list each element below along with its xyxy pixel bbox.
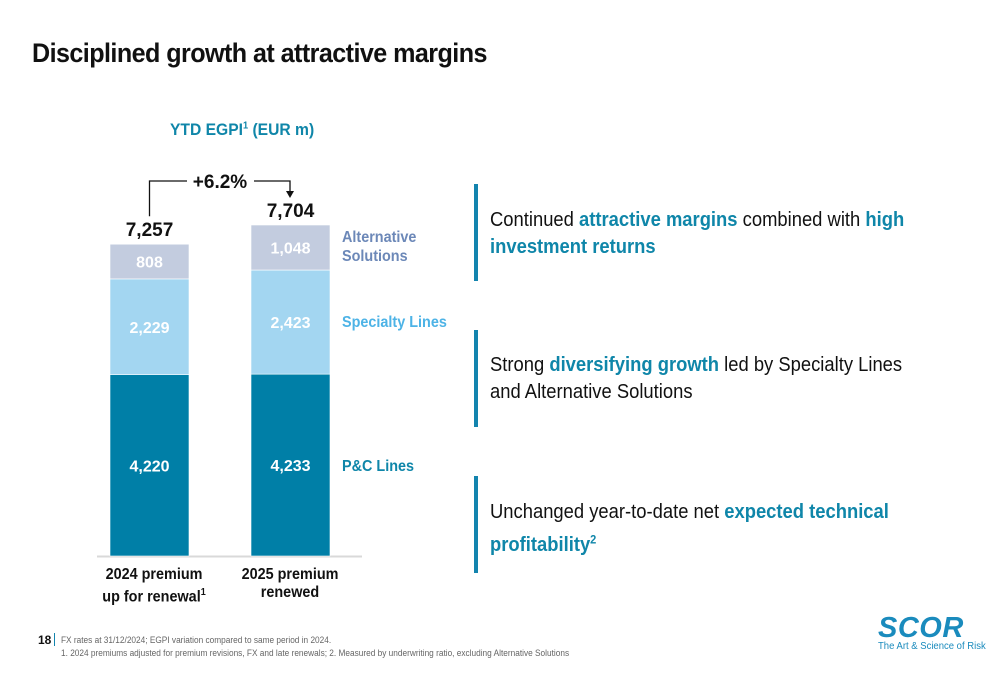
legend-pc-lines: P&C Lines	[342, 458, 415, 475]
slide-title: Disciplined growth at attractive margins	[32, 38, 487, 68]
footnote-line-1: FX rates at 31/12/2024; EGPI variation c…	[61, 635, 332, 645]
callout-1-part-1: attractive margins	[579, 209, 738, 231]
bar-segment-p-c-lines-0	[109, 374, 190, 557]
chart-title-unit: (EUR m)	[248, 120, 315, 139]
bar-segment-alternative-solutions-0	[109, 243, 190, 280]
growth-annotation: +6.2%	[193, 172, 248, 193]
bar-segment-specialty-lines-0	[109, 278, 190, 375]
category-label-1-line-1: 2025 premium	[241, 566, 339, 583]
total-label: 7,257	[126, 220, 174, 241]
chart-title-text: YTD EGPI	[170, 120, 244, 139]
callout-2-part-2: led by Specialty Lines and Alternative S…	[490, 354, 903, 403]
footnote-line-2: 1. 2024 premiums adjusted for premium re…	[61, 648, 570, 658]
callout-bar-2	[474, 330, 968, 427]
callout-1-part-3: high investment returns	[490, 209, 905, 258]
category-label-1: 2025 premium renewed	[218, 566, 362, 602]
growth-bracket-right	[254, 180, 291, 192]
callout-1-part-0: Continued	[490, 209, 580, 231]
data-label: 2,229	[129, 320, 169, 337]
growth-bracket-left	[148, 180, 187, 217]
callout-1: Continued attractive margins combined wi…	[490, 207, 932, 261]
data-label: 2,423	[270, 315, 310, 332]
category-label-0-line-2: up for renewal1	[102, 587, 206, 606]
data-label: 1,048	[270, 241, 310, 258]
page-number: 18	[38, 633, 52, 647]
data-label: 808	[136, 255, 163, 272]
growth-arrow-icon	[286, 191, 294, 198]
callout-2-part-0: Strong	[490, 354, 550, 376]
category-label-0: 2024 premium up for renewal1	[82, 566, 226, 606]
callout-3-part-0: Unchanged year-to-date net	[490, 501, 725, 523]
data-label: 4,233	[270, 458, 310, 475]
callout-3-part-1: expected technical profitability2	[490, 501, 889, 556]
logo-tagline: The Art & Science of Risk	[878, 641, 986, 652]
logo-wordmark: SCOR	[878, 612, 964, 644]
scor-logo: SCOR The Art & Science of Risk	[878, 612, 991, 652]
callout-2-part-1: diversifying growth	[549, 354, 720, 376]
legend-alternative-solutions: Alternative Solutions	[342, 229, 417, 265]
total-label: 7,704	[267, 201, 315, 222]
category-label-1-line-2: renewed	[260, 584, 320, 601]
callout-bar-3	[474, 476, 968, 573]
callout-1-part-2: combined with	[737, 209, 866, 231]
callout-3: Unchanged year-to-date net expected tech…	[490, 499, 932, 559]
stacked-bar-chart: 4,220 2,229 808 7,257 4,233 2,423 1,048 7,704 +6…	[97, 172, 362, 558]
category-label-0-line-1: 2024 premium	[105, 566, 203, 583]
chart-title: YTD EGPI1 (EUR m)	[170, 120, 314, 140]
callout-bar-1	[474, 184, 968, 281]
legend-specialty-lines: Specialty Lines	[342, 314, 447, 331]
chart-title-footnote-ref: 1	[243, 120, 249, 132]
data-label: 4,220	[129, 458, 169, 475]
callout-2: Strong diversifying growth led by Specia…	[490, 352, 932, 406]
footnote-ref: 2	[590, 532, 597, 546]
bar-segment-alternative-solutions-1	[250, 224, 331, 271]
footer-divider	[54, 633, 55, 646]
